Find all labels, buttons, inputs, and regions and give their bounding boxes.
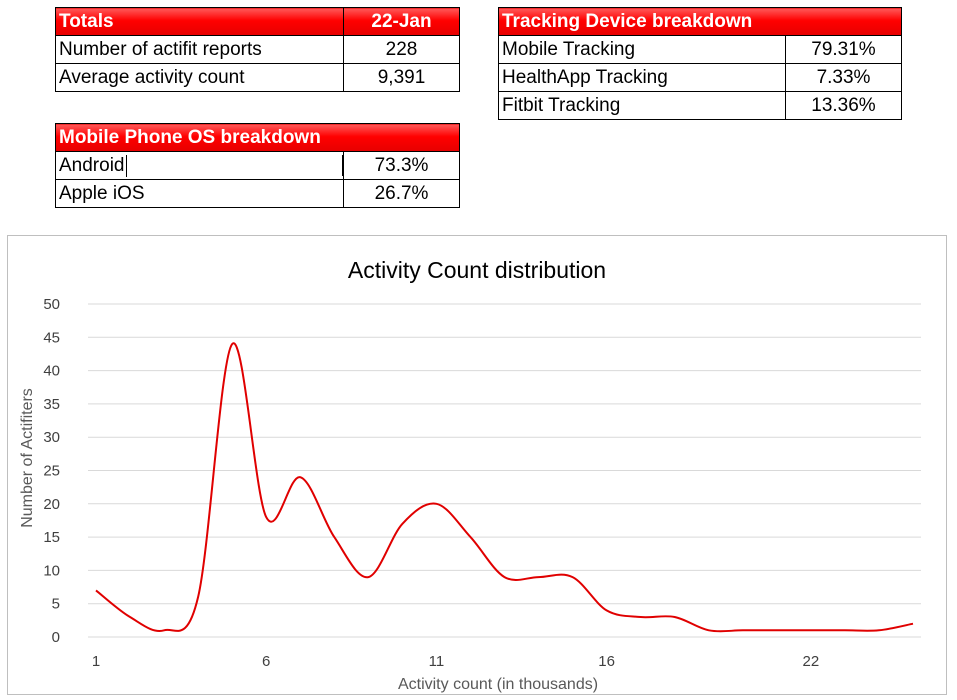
y-tick-label: 10 [43,562,60,579]
tracking-header-row: Tracking Device breakdown [498,7,902,36]
y-axis-title: Number of Actifiters [19,388,36,528]
tracking-healthapp-label: HealthApp Tracking [498,63,786,92]
x-tick-label: 11 [429,653,445,670]
table-row: Mobile Tracking 79.31% [498,35,902,64]
tracking-fitbit-value: 13.36% [785,91,902,120]
tracking-device-table: Tracking Device breakdown Mobile Trackin… [498,7,902,120]
os-ios-label: Apple iOS [55,179,344,208]
table-row: Number of actifit reports 228 [55,35,460,64]
x-tick-label: 1 [92,653,100,670]
tracking-mobile-label: Mobile Tracking [498,35,786,64]
totals-reports-label: Number of actifit reports [55,35,344,64]
y-tick-label: 30 [43,429,60,446]
y-axis-ticks: 0 5 10 15 20 25 30 35 40 45 50 [43,296,60,646]
tracking-mobile-value: 79.31% [785,35,902,64]
gridlines [88,303,921,638]
x-axis-title: Activity count (in thousands) [398,676,598,693]
y-tick-label: 40 [43,363,60,380]
y-tick-label: 5 [52,596,60,613]
y-tick-label: 45 [43,329,60,346]
y-tick-label: 25 [43,463,60,480]
os-breakdown-table: Mobile Phone OS breakdown Android 73.3% … [55,123,460,208]
y-tick-label: 0 [52,629,60,646]
activity-count-chart: Activity Count distribution 0 5 10 15 20 25 30… [19,257,921,693]
y-tick-label: 50 [43,296,60,313]
os-header-row: Mobile Phone OS breakdown [55,123,460,152]
table-row: Android 73.3% [55,151,460,180]
y-tick-label: 15 [43,529,60,546]
tracking-header-label: Tracking Device breakdown [498,7,902,36]
totals-average-value: 9,391 [343,63,460,92]
x-tick-label: 6 [262,653,270,670]
totals-header-date: 22-Jan [343,7,460,36]
y-tick-label: 35 [43,396,60,413]
chart-title: Activity Count distribution [348,257,606,283]
x-tick-label: 22 [803,653,820,670]
y-tick-label: 20 [43,496,60,513]
os-ios-value: 26.7% [343,179,460,208]
os-android-label: Android [55,151,344,180]
table-row: HealthApp Tracking 7.33% [498,63,902,92]
totals-average-label: Average activity count [55,63,344,92]
table-row: Apple iOS 26.7% [55,179,460,208]
table-row: Average activity count 9,391 [55,63,460,92]
table-row: Fitbit Tracking 13.36% [498,91,902,120]
totals-header-label: Totals [55,7,344,36]
tracking-fitbit-label: Fitbit Tracking [498,91,786,120]
series-line [95,342,914,633]
x-axis-ticks: 1 6 11 16 22 [92,653,819,670]
totals-reports-value: 228 [343,35,460,64]
tracking-healthapp-value: 7.33% [785,63,902,92]
chart-area: Activity Count distribution 0 5 10 15 20 25 30… [7,235,947,695]
x-tick-label: 16 [598,653,615,670]
os-android-text: Android [59,154,127,177]
os-android-value: 73.3% [343,151,460,180]
os-header-label: Mobile Phone OS breakdown [55,123,460,152]
totals-header-row: Totals 22-Jan [55,7,460,36]
totals-table: Totals 22-Jan Number of actifit reports … [55,7,460,92]
